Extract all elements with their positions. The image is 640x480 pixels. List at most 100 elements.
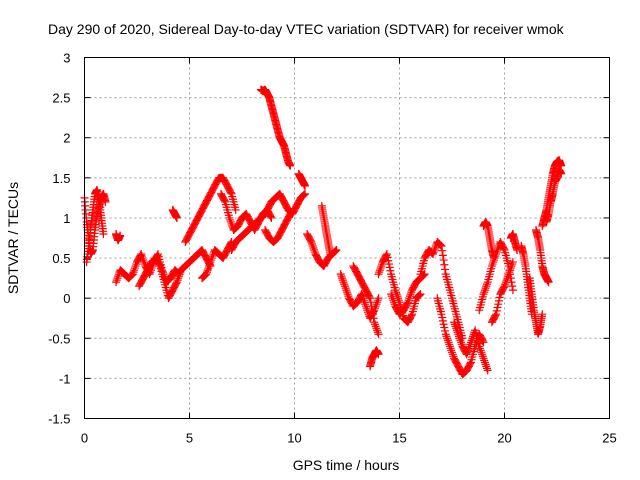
data-point — [310, 248, 319, 257]
data-point — [138, 254, 147, 263]
data-point — [489, 258, 498, 267]
series-arc-10 — [256, 85, 295, 170]
data-point — [204, 264, 213, 273]
data-point — [436, 240, 445, 249]
data-point — [463, 348, 472, 357]
data-point — [301, 189, 309, 198]
data-point — [207, 254, 216, 263]
y-tick-label: -0.5 — [48, 331, 70, 346]
data-point — [378, 260, 386, 269]
data-point — [407, 288, 416, 297]
series-arc-17 — [349, 262, 383, 339]
series-arc-21 — [416, 238, 467, 343]
data-point — [203, 266, 212, 275]
data-point — [140, 260, 149, 269]
data-point — [131, 262, 140, 271]
data-point — [371, 320, 379, 329]
data-point — [362, 304, 371, 313]
data-point — [112, 278, 120, 287]
data-point — [374, 294, 383, 303]
data-point — [227, 219, 236, 228]
data-point — [464, 346, 473, 355]
data-point — [478, 352, 487, 361]
data-point — [359, 296, 368, 305]
series-arc-6 — [181, 173, 240, 247]
data-point — [205, 260, 214, 269]
data-point — [444, 338, 453, 347]
data-point — [299, 191, 308, 200]
series-arc-15 — [317, 201, 335, 259]
x-tick-label: 0 — [81, 431, 88, 446]
data-point — [457, 338, 466, 347]
data-point — [455, 332, 463, 341]
data-point — [439, 320, 448, 329]
data-point — [116, 231, 125, 240]
data-point — [128, 270, 137, 279]
series-arc-26 — [487, 258, 517, 327]
data-point — [442, 332, 451, 341]
data-point — [132, 260, 141, 269]
data-point — [483, 280, 491, 289]
data-point — [172, 279, 181, 288]
data-point — [479, 354, 488, 363]
data-point — [454, 330, 463, 339]
data-point — [436, 241, 445, 250]
data-point — [203, 268, 211, 277]
data-point — [441, 330, 450, 339]
data-point — [130, 264, 139, 273]
data-point — [220, 196, 229, 205]
data-point — [508, 286, 517, 295]
data-point — [339, 278, 348, 287]
data-point — [226, 217, 235, 226]
data-point — [155, 260, 164, 269]
data-point — [388, 294, 397, 303]
data-point — [368, 310, 377, 319]
data-point — [503, 274, 512, 283]
data-point — [501, 280, 510, 289]
data-point — [383, 253, 392, 262]
data-point — [476, 346, 485, 355]
data-point — [431, 244, 440, 253]
series-arc-20 — [387, 270, 429, 319]
data-point — [466, 340, 475, 349]
data-point — [375, 266, 384, 275]
data-point — [206, 258, 215, 267]
x-tick-label: 5 — [186, 431, 193, 446]
data-point — [416, 290, 425, 299]
data-point — [488, 260, 497, 269]
data-points — [80, 85, 566, 379]
data-point — [483, 366, 492, 375]
data-point — [438, 246, 447, 255]
data-point — [310, 246, 319, 255]
data-point — [429, 248, 438, 257]
data-point — [332, 246, 341, 255]
data-point — [139, 256, 148, 265]
data-point — [175, 272, 183, 281]
series-arc-18 — [366, 346, 383, 371]
data-point — [482, 282, 491, 291]
data-point — [382, 250, 391, 259]
data-point — [267, 213, 276, 222]
data-point — [449, 352, 458, 361]
data-point — [130, 266, 139, 275]
data-point — [344, 292, 353, 301]
data-point — [507, 262, 516, 271]
data-point — [340, 280, 349, 289]
data-point — [207, 256, 216, 265]
data-point — [430, 246, 439, 255]
data-point — [483, 364, 491, 373]
data-point — [492, 248, 501, 257]
data-point — [480, 358, 489, 367]
data-point — [491, 252, 500, 261]
x-tick-label: 10 — [287, 431, 301, 446]
data-point — [331, 246, 340, 255]
data-point — [447, 346, 456, 355]
data-point — [504, 272, 512, 281]
data-point — [364, 308, 372, 317]
data-point — [457, 340, 466, 349]
data-point — [500, 282, 509, 291]
data-point — [308, 240, 316, 249]
y-tick-label: 0 — [63, 291, 70, 306]
data-point — [129, 268, 138, 277]
